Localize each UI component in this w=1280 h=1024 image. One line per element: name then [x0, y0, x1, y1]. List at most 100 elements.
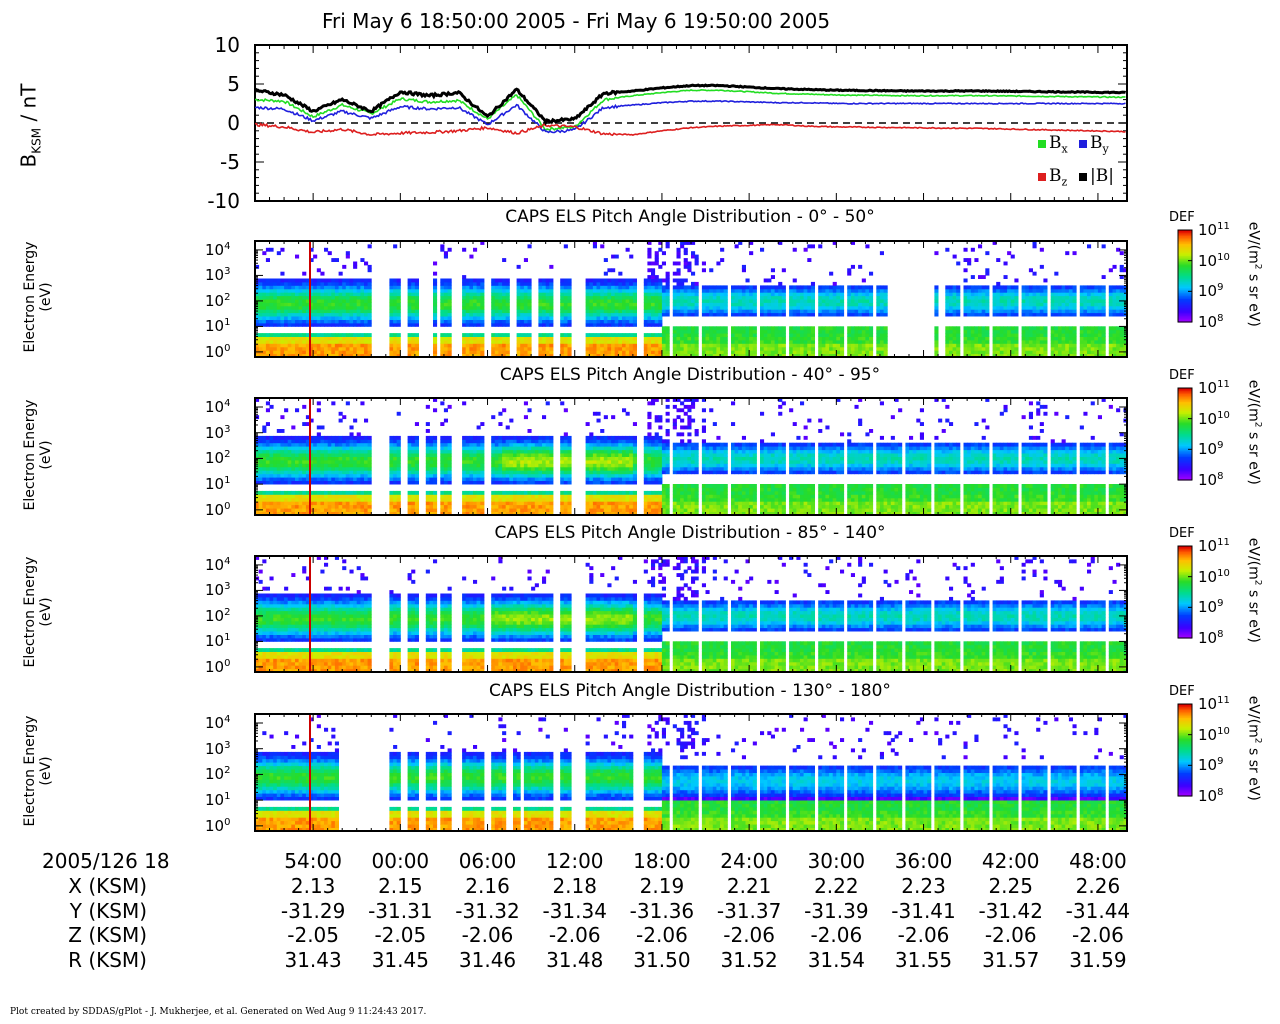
spectrogram-cell — [291, 312, 296, 317]
spectrogram-cell — [560, 339, 565, 344]
spectrogram-cell — [956, 261, 961, 266]
spectrogram-cell — [999, 299, 1004, 303]
spectrogram-cell — [607, 278, 612, 283]
colorbar-step — [1178, 276, 1192, 279]
spectrogram-cell — [273, 490, 278, 495]
spectrogram-cell — [731, 333, 736, 337]
spectrogram-cell — [520, 295, 525, 300]
spectrogram-cell — [651, 305, 656, 310]
spectrogram-cell — [731, 309, 736, 314]
spectrogram-cell — [262, 470, 267, 475]
spectrogram-cell — [516, 333, 521, 337]
spectrogram-cell — [770, 329, 775, 334]
spectrogram-cell — [393, 281, 398, 286]
spectrogram-cell — [1065, 346, 1070, 351]
spectrogram-cell — [313, 350, 318, 355]
spectrogram-cell — [356, 336, 361, 341]
spectrogram-cell — [723, 339, 728, 344]
spectrogram-cell — [342, 435, 347, 440]
spectrogram-cell — [985, 326, 990, 331]
spectrogram-cell — [625, 278, 630, 283]
spectrogram-cell — [1116, 292, 1121, 297]
spectrogram-cell — [538, 316, 543, 320]
spectrogram-cell — [320, 339, 325, 344]
spectrogram-cell — [320, 435, 325, 440]
spectrogram-cell — [1108, 312, 1113, 317]
spectrogram-cell — [273, 463, 278, 468]
spectrogram-cell — [291, 477, 296, 481]
spectrogram-cell — [676, 271, 681, 276]
spectrogram-cell — [414, 508, 419, 512]
spectrogram-cell — [364, 497, 369, 502]
spectrogram-cell — [680, 295, 685, 300]
spectrogram-cell — [1094, 333, 1099, 337]
spectrogram-cell — [433, 299, 438, 303]
spectrogram-cell — [789, 329, 794, 334]
spectrogram-cell — [1054, 353, 1059, 358]
spectrogram-cell — [273, 302, 278, 307]
spectrogram-cell — [367, 435, 372, 440]
spectrogram-cell — [687, 350, 692, 355]
spectrogram-cell — [276, 278, 281, 283]
spectrogram-cell — [331, 343, 336, 348]
spectrogram-cell — [324, 316, 329, 320]
spectrogram-cell — [978, 275, 983, 279]
spectrogram-cell — [1025, 333, 1030, 337]
spectrogram-cell — [305, 439, 310, 444]
spectrogram-cell — [622, 299, 627, 303]
spectrogram-cell — [549, 285, 554, 290]
spectrogram-cell — [876, 302, 881, 307]
spectrogram-cell — [295, 501, 300, 506]
spectrogram-cell — [691, 336, 696, 341]
spectrogram-cell — [1036, 350, 1041, 355]
spectrogram-cell — [752, 333, 757, 337]
spectrogram-cell — [807, 326, 812, 331]
spectrogram-cell — [302, 292, 307, 297]
spectrogram-cell — [661, 288, 666, 293]
spectrogram-cell — [353, 336, 358, 341]
spectrogram-cell — [345, 463, 350, 468]
spectrogram-cell — [280, 442, 285, 447]
spectrogram-cell — [825, 312, 830, 317]
spectrogram-cell — [393, 316, 398, 320]
spectrogram-cell — [658, 322, 663, 327]
spectrogram-cell — [273, 456, 278, 461]
spectrogram-cell — [265, 299, 270, 303]
spectrogram-cell — [298, 497, 303, 502]
spectrogram-cell — [265, 346, 270, 351]
spectrogram-cell — [1087, 329, 1092, 334]
spectrogram-cell — [625, 346, 630, 351]
spectrogram-cell — [691, 343, 696, 348]
spectrogram-cell — [1087, 285, 1092, 290]
spectrogram-cell — [1021, 329, 1026, 334]
spectrogram-cell — [473, 302, 478, 307]
spectrogram-cell — [832, 333, 837, 337]
spectrogram-cell — [255, 497, 260, 502]
spectrogram-cell — [672, 333, 677, 337]
spectrogram-cell — [879, 326, 884, 331]
spectrogram-cell — [709, 329, 714, 334]
spectrogram-cell — [767, 309, 772, 314]
spectrogram-cell — [603, 319, 608, 324]
spectrogram-cell — [738, 343, 743, 348]
spectrogram-cell — [720, 339, 725, 344]
spectrogram-cell — [1112, 264, 1117, 269]
spectrogram-cell — [658, 241, 663, 245]
spectrogram-cell — [694, 254, 699, 259]
spectrogram-cell — [338, 319, 343, 324]
spectrogram-cell — [734, 288, 739, 293]
spectrogram-cell — [316, 446, 321, 451]
spectrogram-cell — [469, 299, 474, 303]
spectrogram-cell — [542, 295, 547, 300]
spectrogram-cell — [1025, 299, 1030, 303]
spectrogram-cell — [367, 456, 372, 461]
colorbar-step — [1178, 237, 1192, 240]
spectrogram-cell — [745, 305, 750, 310]
spectrogram-cell — [1039, 302, 1044, 307]
spectrogram-cell — [302, 309, 307, 314]
spectrogram-cell — [1058, 346, 1063, 351]
spectrogram-cell — [262, 333, 267, 337]
spectrogram-cell — [1043, 288, 1048, 293]
spectrogram-cell — [752, 288, 757, 293]
spectrogram-cell — [331, 319, 336, 324]
